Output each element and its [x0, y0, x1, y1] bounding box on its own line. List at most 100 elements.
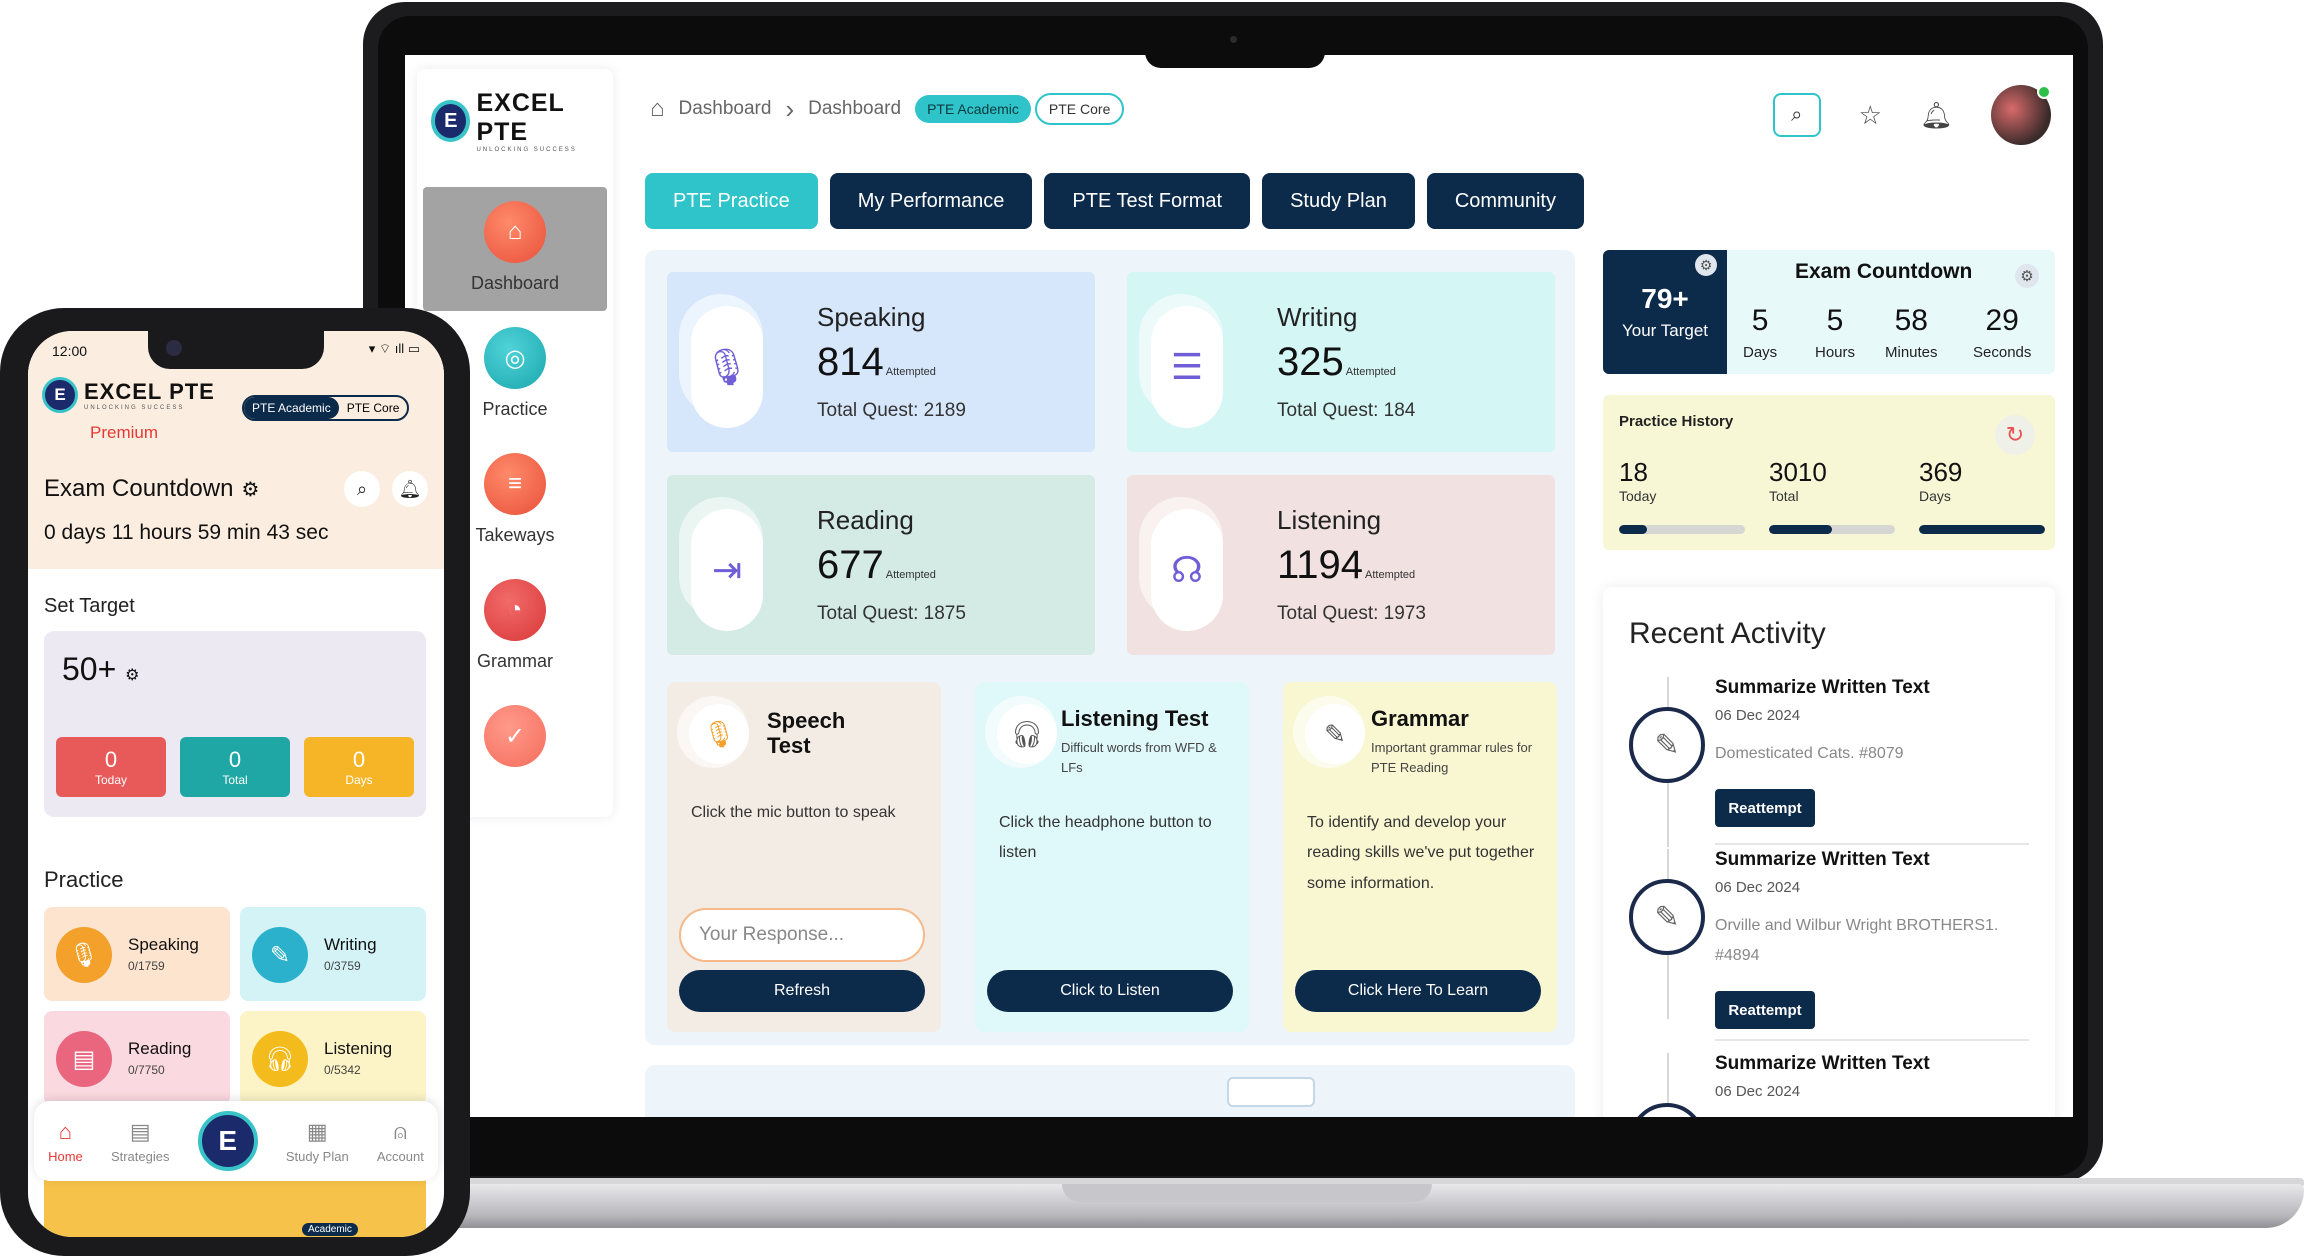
- history-progress-fill: [1919, 525, 2045, 534]
- activity-item: ✎ Summarize Written Text 06 Dec 2024: [1629, 1039, 2029, 1117]
- breadcrumb-item[interactable]: Dashboard: [808, 98, 902, 119]
- nav-study-plan[interactable]: ▦ Study Plan: [286, 1119, 349, 1164]
- tab-my-performance[interactable]: My Performance: [829, 173, 1033, 229]
- test-subtitle: Important grammar rules for PTE Reading: [1371, 740, 1533, 775]
- target-value-text: 50+: [62, 651, 117, 687]
- avatar[interactable]: [1991, 85, 2051, 145]
- history-total: 3010 Total: [1769, 457, 1827, 504]
- logo[interactable]: E EXCEL PTE UNLOCKING SUCCESS: [42, 377, 215, 413]
- toggle-pte-core[interactable]: PTE Core: [346, 401, 400, 415]
- tab-pte-test-format[interactable]: PTE Test Format: [1044, 173, 1251, 229]
- toggle-pte-core[interactable]: PTE Core: [1034, 93, 1125, 125]
- tab-community[interactable]: Community: [1426, 173, 1584, 229]
- chip-value: 0: [104, 747, 118, 772]
- logo-center-icon[interactable]: E: [197, 1111, 258, 1171]
- practice-label: Practice: [44, 867, 124, 892]
- history-today: 18 Today: [1619, 457, 1656, 504]
- test-title: Listening Test: [1061, 706, 1209, 731]
- sidebar-item-dashboard[interactable]: ⌂ Dashboard: [423, 187, 607, 311]
- mic-icon[interactable]: 🎙︎: [689, 704, 749, 764]
- target-chip-today[interactable]: 0 Today: [56, 737, 166, 797]
- countdown-value: 5: [1826, 304, 1844, 337]
- breadcrumb-item[interactable]: Dashboard: [678, 98, 772, 119]
- response-input[interactable]: Your Response...: [679, 908, 925, 962]
- stat-title: Writing: [1277, 302, 1358, 332]
- stat-count-value: 814: [817, 340, 884, 384]
- practice-card-count: 0/5342: [324, 1063, 361, 1077]
- target-score-value: 79+: [1641, 283, 1689, 314]
- set-target-label: Set Target: [44, 595, 135, 617]
- sidebar-item-grammar[interactable]: ◔ Grammar: [423, 579, 607, 672]
- history-progress-fill: [1769, 525, 1832, 534]
- search-icon[interactable]: ⌕: [1772, 93, 1821, 137]
- refresh-icon[interactable]: ↻: [1995, 415, 2035, 455]
- countdown-label: Minutes: [1885, 344, 1938, 361]
- reattempt-button[interactable]: Reattempt: [1715, 789, 1815, 827]
- notepad-icon: ✎: [1629, 1103, 1705, 1117]
- target-chip-days[interactable]: 0 Days: [304, 737, 414, 797]
- notepad-icon[interactable]: ✎: [1305, 704, 1365, 764]
- test-description: To identify and develop your reading ski…: [1307, 814, 1535, 892]
- activity-date: 06 Dec 2024: [1715, 707, 1801, 724]
- logo[interactable]: E EXCEL PTE UNLOCKING SUCCESS: [431, 89, 613, 153]
- practice-card-speaking[interactable]: 🎙︎ Speaking 0/1759: [44, 907, 230, 1001]
- stat-count-suffix: Attempted: [1345, 366, 1396, 378]
- sidebar-item-extra[interactable]: ✓: [423, 705, 607, 767]
- stat-card-speaking[interactable]: 🎙︎ Speaking 814 Attempted Total Quest: 21…: [667, 272, 1095, 452]
- search-icon[interactable]: ⌕: [344, 471, 380, 507]
- toggle-pte-academic[interactable]: PTE Academic: [244, 397, 339, 419]
- online-status-dot: [2037, 85, 2051, 99]
- activity-item: ✎ Summarize Written Text 06 Dec 2024 Dom…: [1629, 677, 2029, 847]
- sidebar-item-takeways[interactable]: ≡ Takeways: [423, 453, 607, 546]
- gear-icon[interactable]: ⚙: [2015, 264, 2039, 288]
- bell-icon[interactable]: 🔔︎: [1919, 99, 1953, 130]
- home-icon[interactable]: ⌂: [650, 95, 665, 122]
- gear-icon[interactable]: ⚙: [241, 478, 260, 501]
- practice-card-reading[interactable]: ▤ Reading 0/7750: [44, 1011, 230, 1105]
- nav-home[interactable]: ⌂ Home: [48, 1119, 83, 1164]
- headphones-icon[interactable]: 🎧︎: [997, 704, 1057, 764]
- target-chip-total[interactable]: 0 Total: [180, 737, 290, 797]
- practice-card-name: Speaking: [128, 935, 199, 954]
- next-section-panel: [645, 1065, 1575, 1117]
- refresh-button[interactable]: Refresh: [679, 970, 925, 1012]
- click-to-listen-button[interactable]: Click to Listen: [987, 970, 1233, 1012]
- home-icon: ⌂: [58, 1118, 73, 1144]
- countdown-minutes: 58 Minutes: [1885, 304, 1938, 361]
- gear-icon[interactable]: ⚙: [125, 667, 140, 684]
- stat-card-listening[interactable]: ☊ Listening 1194 Attempted Total Quest: 1…: [1127, 475, 1555, 655]
- stat-count-value: 677: [817, 543, 884, 587]
- pencil-icon: ✎: [252, 927, 308, 983]
- nav-strategies[interactable]: ▤ Strategies: [111, 1119, 170, 1164]
- home-icon: ⌂: [484, 201, 546, 263]
- stat-card-reading[interactable]: ⇥ Reading 677 Attempted Total Quest: 1875: [667, 475, 1095, 655]
- indent-icon: ⇥: [691, 509, 763, 631]
- practice-card-listening[interactable]: 🎧︎ Listening 0/5342: [240, 1011, 426, 1105]
- test-subtitle: Difficult words from WFD & LFs: [1061, 740, 1217, 775]
- countdown-seconds: 29 Seconds: [1973, 304, 2031, 361]
- reattempt-button[interactable]: Reattempt: [1715, 991, 1815, 1029]
- practice-card-writing[interactable]: ✎ Writing 0/3759: [240, 907, 426, 1001]
- gear-icon[interactable]: ⚙: [1695, 254, 1717, 276]
- star-icon[interactable]: ☆: [1858, 99, 1882, 130]
- history-value: 18: [1619, 457, 1648, 487]
- sidebar-item-practice[interactable]: ◎ Practice: [423, 327, 607, 420]
- test-title: Speech Test: [767, 708, 846, 759]
- sidebar-item-label: Takeways: [475, 525, 555, 545]
- countdown-label: Days: [1743, 344, 1778, 361]
- nav-account[interactable]: ⍝ Account: [377, 1119, 424, 1164]
- stat-total: Total Quest: 2189: [817, 400, 966, 421]
- stat-card-writing[interactable]: ☰ Writing 325 Attempted Total Quest: 184: [1127, 272, 1555, 452]
- bell-icon[interactable]: 🔔︎: [392, 471, 428, 507]
- logo-name: EXCEL PTE: [476, 89, 565, 146]
- stat-count-value: 325: [1277, 340, 1344, 384]
- toggle-pte-academic[interactable]: PTE Academic: [915, 95, 1031, 123]
- countdown-title-text: Exam Countdown: [44, 475, 234, 502]
- tab-pte-practice[interactable]: PTE Practice: [645, 173, 818, 229]
- tab-study-plan[interactable]: Study Plan: [1262, 173, 1415, 229]
- timer-icon: ◔: [484, 579, 546, 641]
- next-section-button[interactable]: [1227, 1077, 1315, 1107]
- history-progress-bar: [1619, 525, 1745, 534]
- click-here-to-learn-button[interactable]: Click Here To Learn: [1295, 970, 1541, 1012]
- chip-value: 0: [352, 747, 366, 772]
